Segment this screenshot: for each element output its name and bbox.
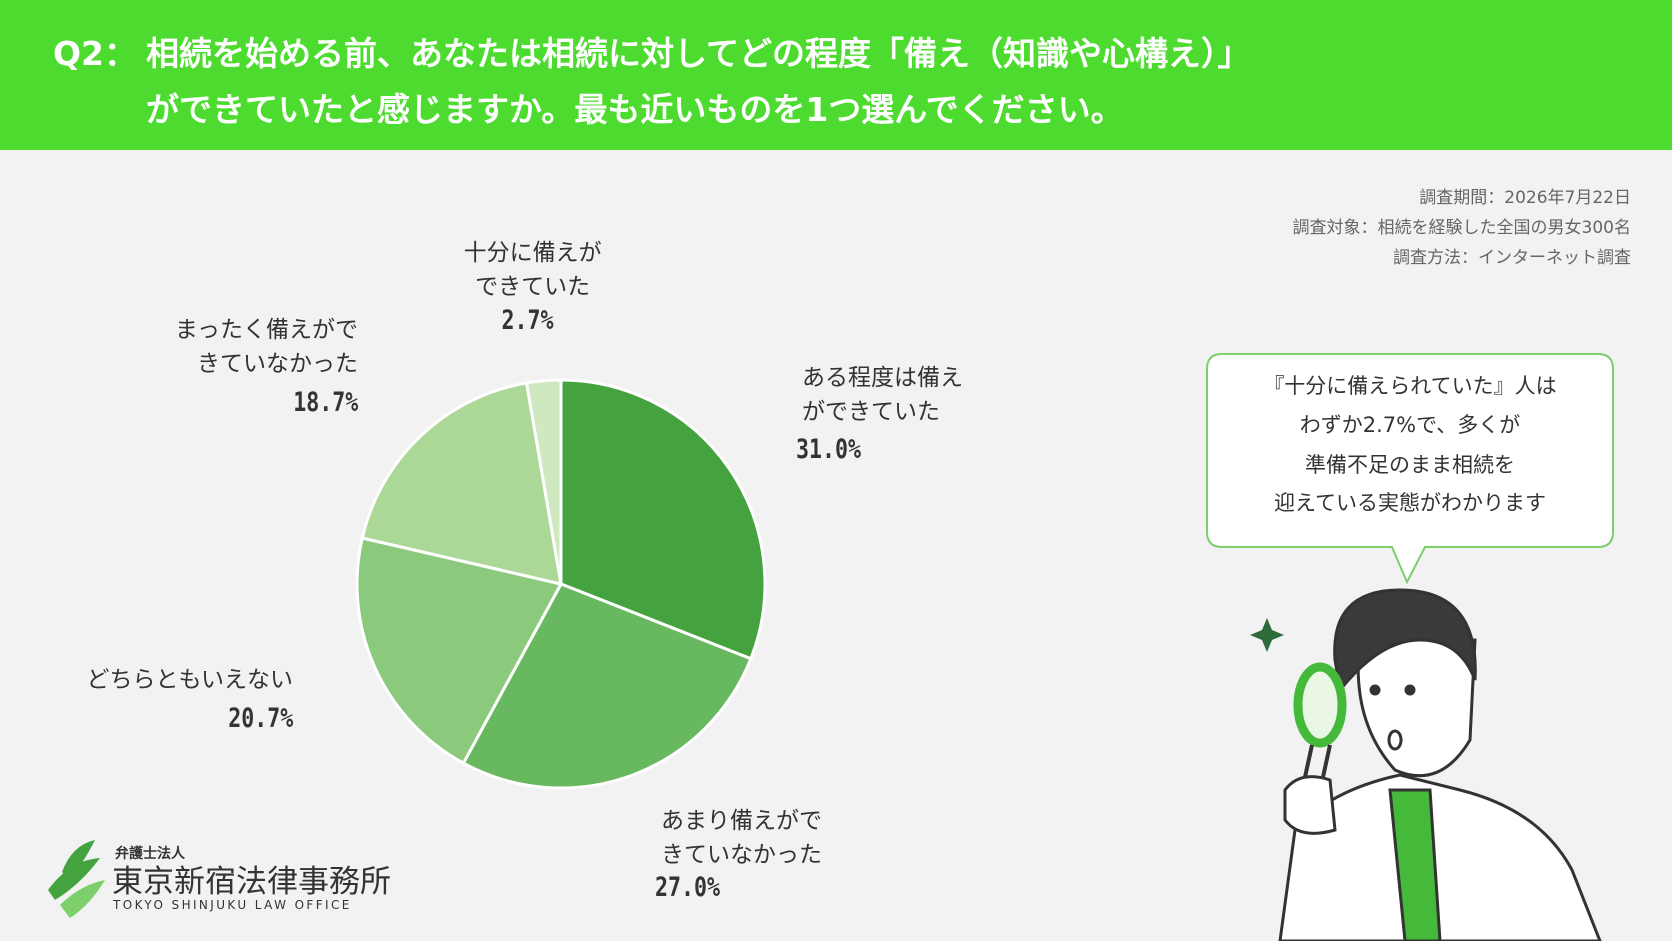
value-label: 20.7% (227, 703, 293, 734)
value-label: 31.0% (796, 434, 862, 465)
slice-label: あまり備えができていなかった (661, 808, 822, 868)
survey-info: 調査方法：インターネット調査 (1393, 248, 1631, 268)
pie-slice (461, 582, 753, 790)
callout-text: わずか2.7%で、多くが (1299, 413, 1521, 437)
slice-label: どちらともいえない (86, 667, 293, 693)
slice-label: ある程度は備えができていた (802, 365, 963, 425)
pie-slice (559, 378, 767, 661)
logo-name: 東京新宿法律事務所 (112, 864, 391, 900)
slice-label: 十分に備えができていた (463, 240, 602, 300)
question-label: Q2： (53, 34, 138, 73)
question: 相続を始める前、あなたは相続に対してどの程度「備え（知識や心構え）」 (146, 34, 1251, 73)
slice-label: まったく備えができていなかった (174, 317, 358, 377)
logo-english: TOKYO SHINJUKU LAW OFFICE (112, 898, 352, 912)
value-label: 2.7% (501, 305, 554, 336)
value-label: 18.7% (292, 387, 358, 418)
survey-info: 調査期間：2026年7月22日 (1419, 188, 1631, 208)
logo-mark (48, 840, 105, 918)
value-label: 27.0% (655, 872, 721, 903)
callout-bubble (1206, 353, 1614, 585)
survey-info: 調査対象：相続を経験した全国の男女300名 (1292, 218, 1631, 238)
header: Q2： 相続を始める前、あなたは相続に対してどの程度「備え（知識や心構え）」 が… (0, 0, 1672, 150)
pie-slice (355, 536, 564, 766)
logo-kind: 弁護士法人 (115, 845, 186, 862)
callout-text: 『十分に備えられていた』人は (1263, 374, 1557, 398)
callout-text: 準備不足のまま相続を (1305, 453, 1515, 477)
pie-slice (524, 378, 563, 585)
illustration (1250, 588, 1602, 941)
callout-text: 迎えている実態がわかります (1274, 491, 1546, 515)
pie-slice (360, 381, 563, 586)
question: ができていたと感じますか。最も近いものを1つ選んでください。 (146, 90, 1124, 129)
